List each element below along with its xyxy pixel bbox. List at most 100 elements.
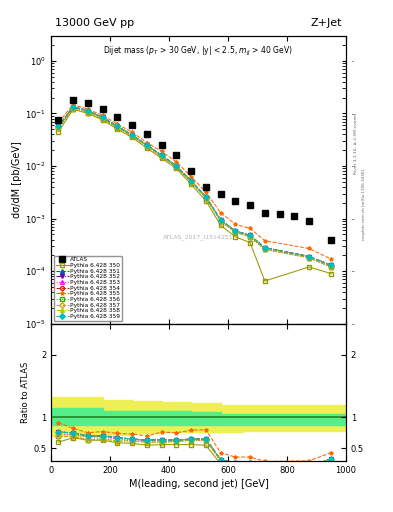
ATLAS bbox=[159, 142, 164, 148]
Pythia 6.428 355 bbox=[329, 256, 333, 262]
ATLAS bbox=[277, 211, 282, 218]
Pythia 6.428 356 bbox=[189, 179, 193, 185]
Pythia 6.428 359 bbox=[145, 142, 149, 148]
Pythia 6.428 351 bbox=[174, 163, 179, 169]
Pythia 6.428 352 bbox=[218, 217, 223, 223]
Pythia 6.428 355 bbox=[159, 148, 164, 155]
Pythia 6.428 354 bbox=[100, 114, 105, 120]
Pythia 6.428 354 bbox=[86, 108, 90, 114]
Pythia 6.428 358 bbox=[307, 253, 311, 260]
Pythia 6.428 356 bbox=[218, 218, 223, 224]
ATLAS bbox=[174, 152, 179, 158]
Pythia 6.428 351 bbox=[130, 132, 134, 138]
ATLAS bbox=[86, 100, 90, 106]
Pythia 6.428 359 bbox=[248, 232, 252, 239]
Pythia 6.428 353 bbox=[174, 164, 179, 170]
Pythia 6.428 353 bbox=[307, 254, 311, 261]
Pythia 6.428 352 bbox=[71, 103, 75, 110]
Pythia 6.428 351 bbox=[100, 114, 105, 120]
ATLAS bbox=[56, 117, 61, 123]
Pythia 6.428 350 bbox=[71, 106, 75, 113]
ATLAS bbox=[233, 198, 238, 204]
Pythia 6.428 354 bbox=[56, 123, 61, 130]
Pythia 6.428 356 bbox=[115, 125, 120, 131]
Pythia 6.428 356 bbox=[204, 195, 208, 201]
Pythia 6.428 359 bbox=[263, 245, 267, 251]
ATLAS bbox=[130, 122, 134, 128]
Pythia 6.428 350 bbox=[159, 155, 164, 161]
Pythia 6.428 350 bbox=[233, 234, 238, 240]
Pythia 6.428 355 bbox=[307, 245, 311, 251]
Pythia 6.428 353 bbox=[159, 154, 164, 160]
Pythia 6.428 359 bbox=[159, 152, 164, 158]
Pythia 6.428 351 bbox=[115, 123, 120, 130]
Pythia 6.428 358 bbox=[100, 114, 105, 120]
Pythia 6.428 356 bbox=[145, 143, 149, 149]
Pythia 6.428 356 bbox=[174, 164, 179, 170]
Pythia 6.428 352 bbox=[248, 232, 252, 239]
Pythia 6.428 359 bbox=[204, 194, 208, 200]
Pythia 6.428 355 bbox=[86, 106, 90, 113]
Pythia 6.428 354 bbox=[174, 163, 179, 169]
Pythia 6.428 355 bbox=[130, 129, 134, 135]
Pythia 6.428 354 bbox=[248, 232, 252, 239]
Line: Pythia 6.428 354: Pythia 6.428 354 bbox=[57, 104, 333, 267]
Pythia 6.428 358 bbox=[86, 108, 90, 114]
X-axis label: M(leading, second jet) [GeV]: M(leading, second jet) [GeV] bbox=[129, 479, 268, 489]
Pythia 6.428 357 bbox=[248, 234, 252, 240]
Pythia 6.428 357 bbox=[204, 195, 208, 201]
ATLAS bbox=[307, 218, 311, 224]
Pythia 6.428 357 bbox=[100, 116, 105, 122]
Pythia 6.428 359 bbox=[71, 103, 75, 110]
Pythia 6.428 353 bbox=[263, 246, 267, 252]
Pythia 6.428 351 bbox=[218, 217, 223, 223]
Pythia 6.428 350 bbox=[218, 222, 223, 228]
Pythia 6.428 351 bbox=[159, 152, 164, 158]
Pythia 6.428 353 bbox=[248, 234, 252, 240]
Pythia 6.428 354 bbox=[204, 194, 208, 200]
Pythia 6.428 353 bbox=[329, 264, 333, 270]
Pythia 6.428 359 bbox=[100, 114, 105, 120]
Pythia 6.428 357 bbox=[86, 110, 90, 116]
Pythia 6.428 357 bbox=[115, 125, 120, 131]
Pythia 6.428 358 bbox=[115, 123, 120, 130]
Pythia 6.428 356 bbox=[263, 246, 267, 252]
Pythia 6.428 350 bbox=[329, 270, 333, 276]
Pythia 6.428 354 bbox=[307, 253, 311, 260]
Line: ATLAS: ATLAS bbox=[55, 97, 334, 243]
Pythia 6.428 357 bbox=[307, 254, 311, 261]
Pythia 6.428 355 bbox=[100, 112, 105, 118]
Pythia 6.428 352 bbox=[159, 152, 164, 158]
Pythia 6.428 358 bbox=[233, 228, 238, 234]
Pythia 6.428 352 bbox=[100, 114, 105, 120]
Pythia 6.428 359 bbox=[218, 217, 223, 223]
Pythia 6.428 357 bbox=[189, 179, 193, 185]
Pythia 6.428 353 bbox=[233, 229, 238, 236]
Pythia 6.428 356 bbox=[248, 234, 252, 240]
Pythia 6.428 354 bbox=[329, 262, 333, 268]
Pythia 6.428 351 bbox=[204, 194, 208, 200]
Pythia 6.428 350 bbox=[307, 264, 311, 270]
Pythia 6.428 352 bbox=[329, 262, 333, 268]
Line: Pythia 6.428 356: Pythia 6.428 356 bbox=[57, 106, 333, 269]
Pythia 6.428 356 bbox=[159, 154, 164, 160]
Text: mcplots.cern.ch [arXiv:1306.3436]: mcplots.cern.ch [arXiv:1306.3436] bbox=[362, 169, 365, 240]
Pythia 6.428 356 bbox=[86, 110, 90, 116]
Pythia 6.428 357 bbox=[174, 164, 179, 170]
Pythia 6.428 357 bbox=[130, 133, 134, 139]
Pythia 6.428 352 bbox=[233, 228, 238, 234]
Pythia 6.428 352 bbox=[115, 123, 120, 130]
Pythia 6.428 350 bbox=[263, 278, 267, 284]
Pythia 6.428 352 bbox=[204, 194, 208, 200]
Pythia 6.428 354 bbox=[159, 152, 164, 158]
Pythia 6.428 356 bbox=[130, 133, 134, 139]
Pythia 6.428 350 bbox=[56, 129, 61, 135]
Line: Pythia 6.428 353: Pythia 6.428 353 bbox=[57, 105, 333, 269]
Pythia 6.428 357 bbox=[159, 154, 164, 160]
Line: Pythia 6.428 359: Pythia 6.428 359 bbox=[57, 104, 333, 267]
Pythia 6.428 355 bbox=[115, 121, 120, 127]
Pythia 6.428 354 bbox=[115, 123, 120, 130]
Line: Pythia 6.428 351: Pythia 6.428 351 bbox=[57, 104, 333, 267]
Pythia 6.428 353 bbox=[218, 218, 223, 224]
Pythia 6.428 355 bbox=[204, 189, 208, 195]
